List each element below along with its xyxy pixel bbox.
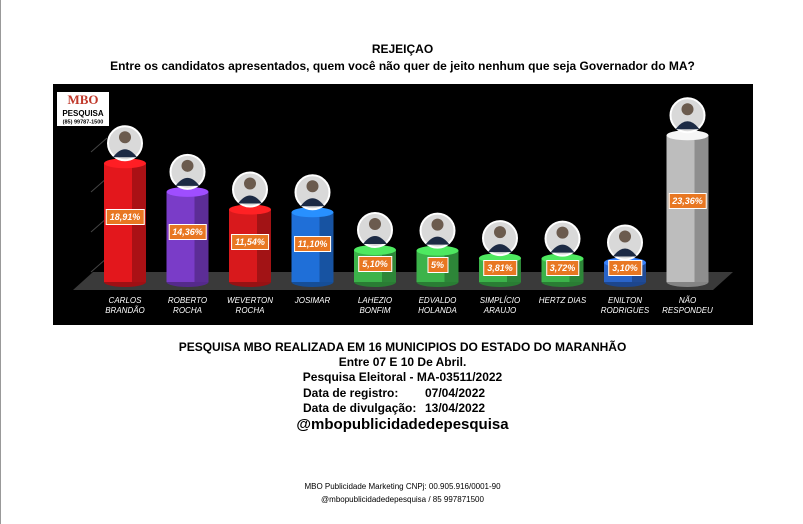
bar-cap <box>229 204 271 215</box>
photo-body <box>113 149 137 158</box>
bar-cap <box>166 186 209 197</box>
photo-head <box>556 226 569 239</box>
value-label: 5,10% <box>358 256 392 273</box>
value-label: 3,10% <box>608 260 642 276</box>
photo-body <box>238 195 262 204</box>
photo-head <box>619 230 631 243</box>
photo-head <box>369 217 381 230</box>
divulgacao-date: 13/04/2022 <box>425 401 486 415</box>
value-label: 11,54% <box>231 234 269 251</box>
photo-body <box>175 177 200 186</box>
divulgacao-label: Data de divulgação: <box>303 401 417 415</box>
footer-line: @mbopublicidadedepesquisa / 85 997871500 <box>321 495 484 504</box>
registro-date: 07/04/2022 <box>425 386 486 400</box>
photo-body <box>675 121 700 130</box>
photo-body <box>300 198 325 207</box>
photo-body <box>550 244 575 253</box>
x-tick-label: EDVALDO HOLANDA <box>418 296 457 315</box>
value-label: 18,91% <box>105 208 145 225</box>
x-tick-label: NÃO RESPONDEU <box>662 296 713 315</box>
photo-body <box>488 244 512 253</box>
logo-name: PESQUISA <box>62 109 104 118</box>
survey-line: Pesquisa Eleitoral - MA-03511/2022 <box>302 370 503 384</box>
x-tick-label: ENILTON RODRIGUES <box>600 296 650 315</box>
photo-head <box>181 159 194 172</box>
x-tick-label: LAHEZIO BONFIM <box>357 296 393 315</box>
survey-line: PESQUISA MBO REALIZADA EM 16 MUNICIPIOS … <box>178 340 627 354</box>
value-label: 3,72% <box>545 260 580 276</box>
photo-head <box>119 131 131 144</box>
photo-head <box>431 218 444 231</box>
survey-handle: @mbopublicidadedepesquisa <box>296 416 509 433</box>
bar-cap <box>416 245 459 256</box>
photo-body <box>425 236 450 245</box>
footer-line: MBO Publicidade Marketing CNPj: 00.905.9… <box>304 482 501 491</box>
photo-body <box>363 235 387 244</box>
x-tick-label: ROBERTO ROCHA <box>167 296 208 315</box>
logo-box <box>57 92 109 126</box>
x-tick-label: WEVERTON ROCHA <box>227 296 273 315</box>
value-label: 11,10% <box>293 235 332 252</box>
value-label: 23,36% <box>668 193 707 210</box>
x-tick-label: HERTZ DIAS <box>538 296 587 305</box>
bar-cap <box>291 207 334 218</box>
photo-head <box>681 103 694 116</box>
chart-subtitle: Entre os candidatos apresentados, quem v… <box>110 59 695 73</box>
photo-head <box>494 226 506 239</box>
bar-cap <box>104 158 146 169</box>
value-label: 5% <box>426 256 449 273</box>
logo-phone: (85) 99787-1500 <box>63 119 104 125</box>
registro-label: Data de registro: <box>303 386 399 400</box>
bar-cap <box>666 130 709 141</box>
x-tick-label: JOSIMAR <box>294 296 331 305</box>
value-label: 3,81% <box>483 260 517 276</box>
photo-head <box>306 180 319 193</box>
photo-body <box>613 248 637 257</box>
x-tick-label: SIMPLÍCIO ARAUJO <box>479 296 521 315</box>
survey-line: Entre 07 E 10 De Abril. <box>338 355 467 369</box>
x-tick-label: CARLOS BRANDÃO <box>105 296 145 315</box>
logo-brand: MBO <box>67 92 98 107</box>
value-label: 14,36% <box>168 224 207 241</box>
photo-head <box>244 177 256 190</box>
bar-cap <box>354 244 396 255</box>
chart-title: REJEIÇAO <box>371 42 434 56</box>
